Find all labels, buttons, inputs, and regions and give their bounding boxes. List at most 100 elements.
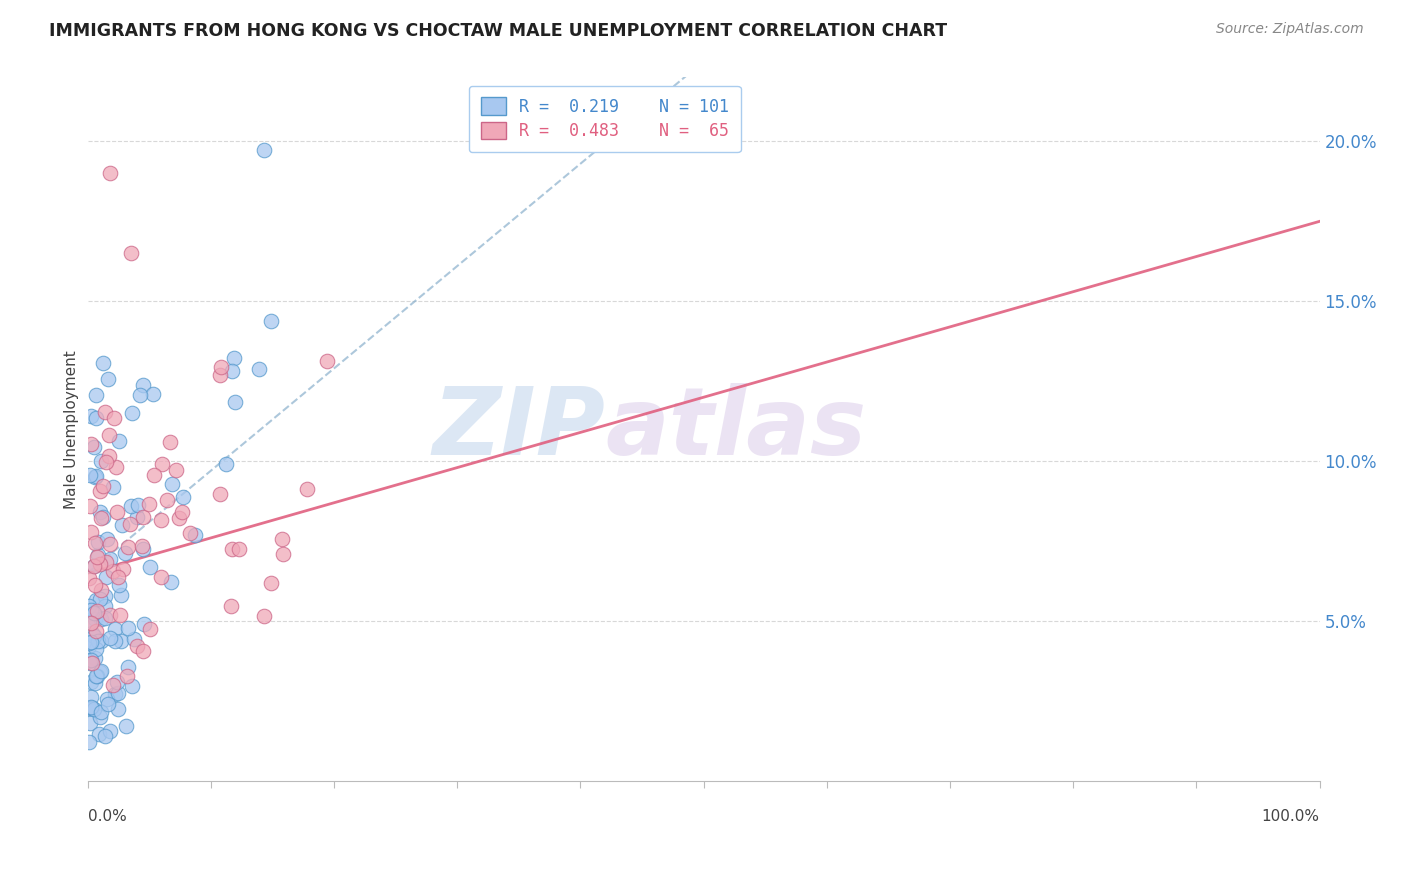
Point [96,533,118,547]
Point [208,368,231,382]
Point [110,633,132,648]
Point [107,686,129,700]
Point [96,455,118,469]
Point [90,511,112,525]
Point [260,314,283,328]
Point [80,674,103,689]
Point [120,246,142,260]
Point [86,549,108,563]
Point [84,612,107,626]
Point [90,705,112,719]
Point [98,607,121,622]
Point [84,642,107,657]
Point [111,517,134,532]
Point [127,510,149,524]
Point [96,555,118,569]
Point [84,592,107,607]
Point [139,559,162,574]
Point [84,469,107,483]
Point [77,636,100,650]
Point [114,545,136,559]
Point [91,479,114,493]
Point [121,407,143,421]
Point [83,702,105,716]
Point [90,582,112,597]
Point [94,610,117,624]
Point [253,143,276,157]
Point [97,697,120,711]
Point [98,449,121,463]
Point [80,616,103,631]
Point [170,505,193,519]
Point [179,526,201,541]
Point [104,687,127,701]
Point [125,639,148,653]
Point [159,434,181,449]
Point [77,701,100,715]
Point [184,528,207,542]
Point [80,437,103,451]
Point [86,549,108,564]
Point [77,654,100,668]
Point [86,604,108,618]
Point [101,479,124,493]
Point [107,570,129,584]
Point [208,487,231,501]
Point [104,622,127,636]
Point [100,723,122,738]
Point [80,700,103,714]
Point [96,692,118,706]
Point [138,497,160,511]
Point [172,491,194,505]
Point [84,578,107,592]
Point [83,470,105,484]
Point [139,622,162,636]
Point [107,434,129,448]
Point [82,656,104,670]
Text: atlas: atlas [605,384,866,475]
Point [103,411,125,425]
Point [209,359,232,374]
Point [96,372,118,386]
Point [111,562,134,576]
Point [83,676,105,690]
Point [79,499,101,513]
Point [90,665,112,679]
Point [90,454,112,468]
Point [83,559,105,574]
Point [108,578,131,592]
Point [132,378,155,392]
Point [105,675,128,690]
Text: 0.0%: 0.0% [87,809,127,824]
Point [89,484,111,499]
Point [80,635,103,649]
Point [83,558,105,573]
Point [89,505,111,519]
Text: 100.0%: 100.0% [1261,809,1320,824]
Point [104,634,127,648]
Point [143,468,166,483]
Point [83,629,105,643]
Point [224,395,246,409]
Point [84,669,107,683]
Point [80,690,103,704]
Point [150,570,173,584]
Point [160,574,183,589]
Point [131,510,153,524]
Point [84,650,107,665]
Y-axis label: Male Unemployment: Male Unemployment [65,350,79,508]
Point [253,608,276,623]
Text: Source: ZipAtlas.com: Source: ZipAtlas.com [1216,22,1364,37]
Point [80,602,103,616]
Point [91,356,114,370]
Point [87,727,110,741]
Point [80,701,103,715]
Point [89,591,111,606]
Point [107,702,129,716]
Point [84,536,107,550]
Point [221,541,243,556]
Text: ZIP: ZIP [432,384,605,475]
Point [115,668,138,682]
Point [87,535,110,549]
Point [105,460,128,475]
